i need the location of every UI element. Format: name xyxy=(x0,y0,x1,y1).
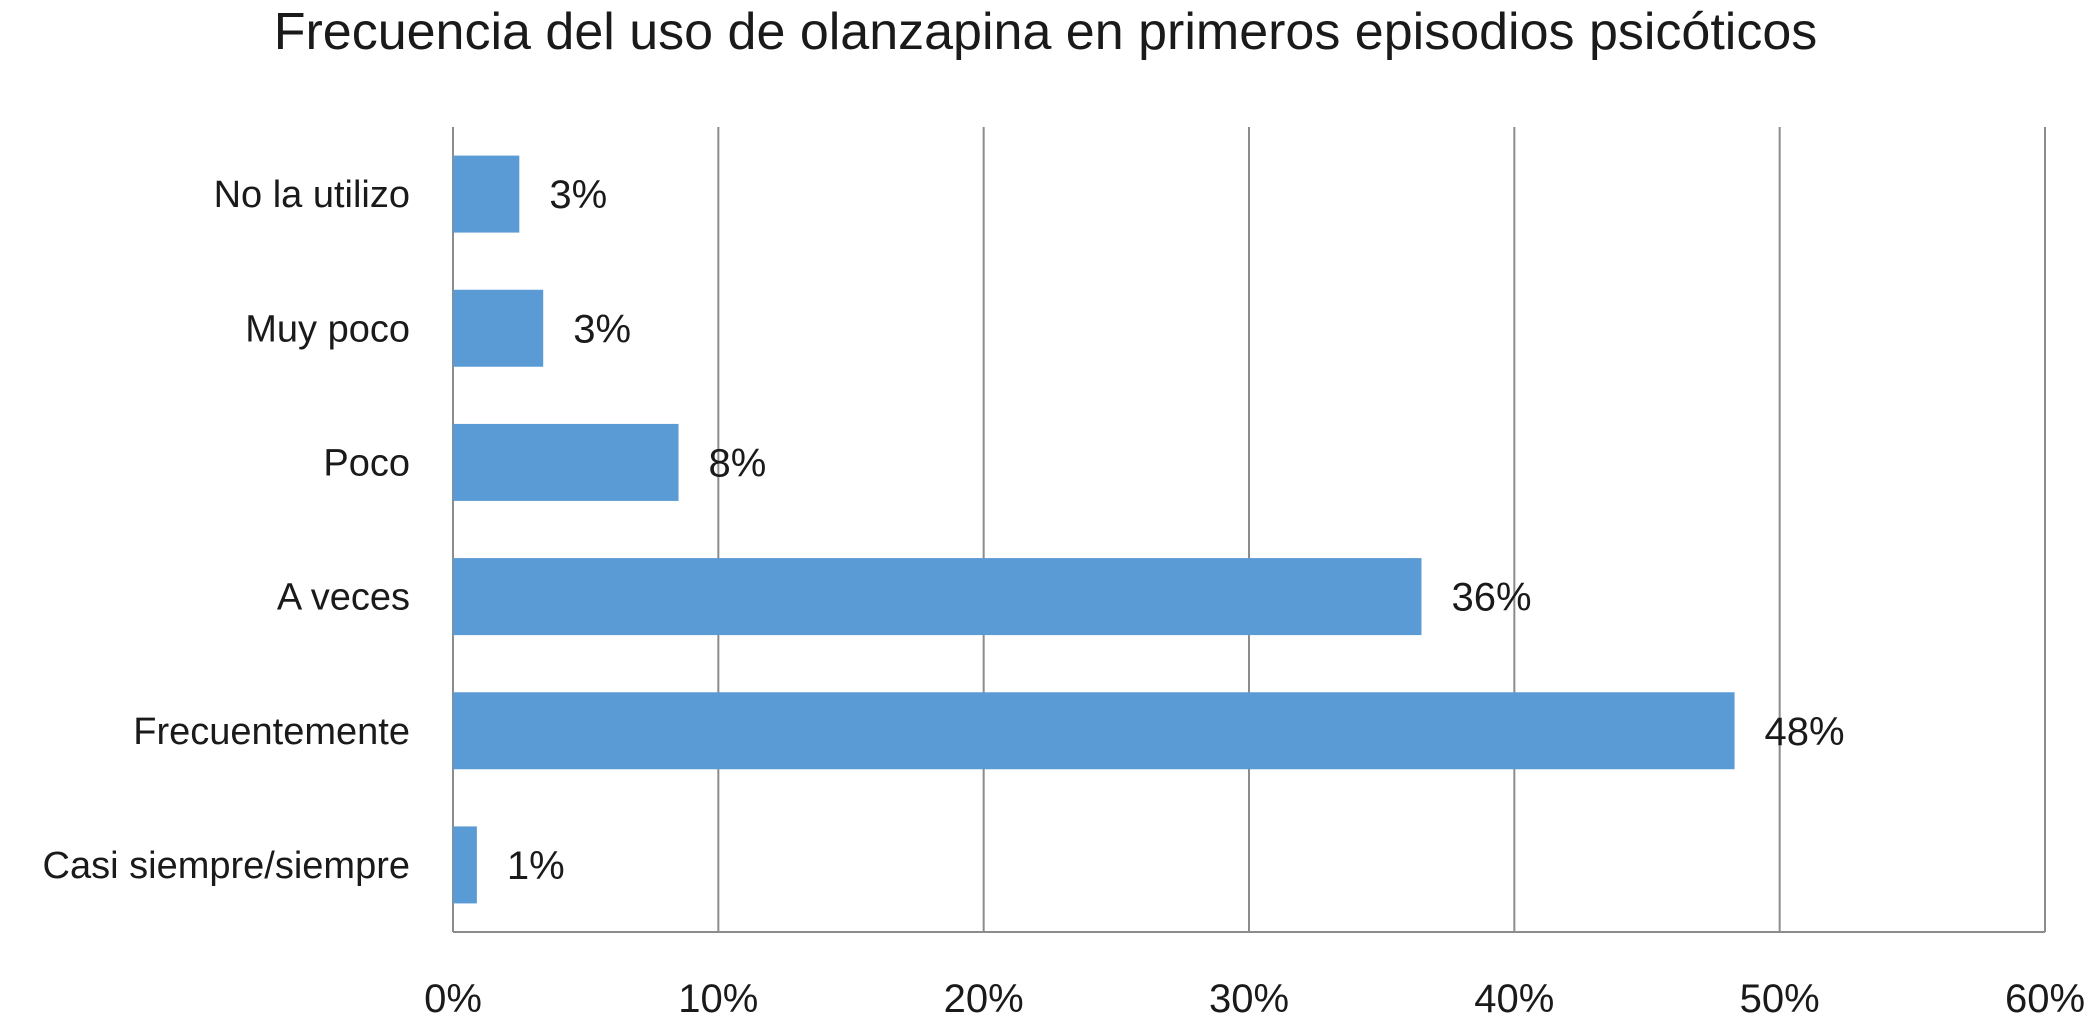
category-label: Muy poco xyxy=(245,308,410,350)
data-label: 48% xyxy=(1765,710,1845,754)
gridlines xyxy=(452,127,2046,933)
bar xyxy=(453,692,1735,770)
category-label: Casi siempre/siempre xyxy=(43,845,410,887)
x-tick-label: 40% xyxy=(1474,977,1554,1021)
bar xyxy=(453,558,1422,636)
x-tick-label: 0% xyxy=(424,977,482,1021)
x-tick-label: 30% xyxy=(1209,977,1289,1021)
data-label: 1% xyxy=(507,844,565,888)
category-label: No la utilizo xyxy=(214,174,410,216)
x-tick-label: 20% xyxy=(944,977,1024,1021)
chart-title: Frecuencia del uso de olanzapina en prim… xyxy=(273,3,1818,61)
category-label: A veces xyxy=(277,577,410,619)
x-tick-label: 50% xyxy=(1740,977,1820,1021)
data-label: 8% xyxy=(709,441,767,485)
data-label: 3% xyxy=(573,307,631,351)
bar xyxy=(453,826,477,904)
bar xyxy=(453,423,679,501)
x-tick-label: 10% xyxy=(678,977,758,1021)
category-label: Poco xyxy=(323,442,410,484)
data-label: 36% xyxy=(1451,576,1531,620)
x-tick-label: 60% xyxy=(2005,977,2085,1021)
bar xyxy=(453,155,520,233)
labels: 0% 10% 20% 30% 40% 50% 60% No la utilizo 3% Muy p… xyxy=(43,173,2085,1021)
data-label: 3% xyxy=(549,173,607,217)
category-label: Frecuentemente xyxy=(133,711,410,753)
bars xyxy=(453,155,1735,904)
bar xyxy=(453,289,544,367)
